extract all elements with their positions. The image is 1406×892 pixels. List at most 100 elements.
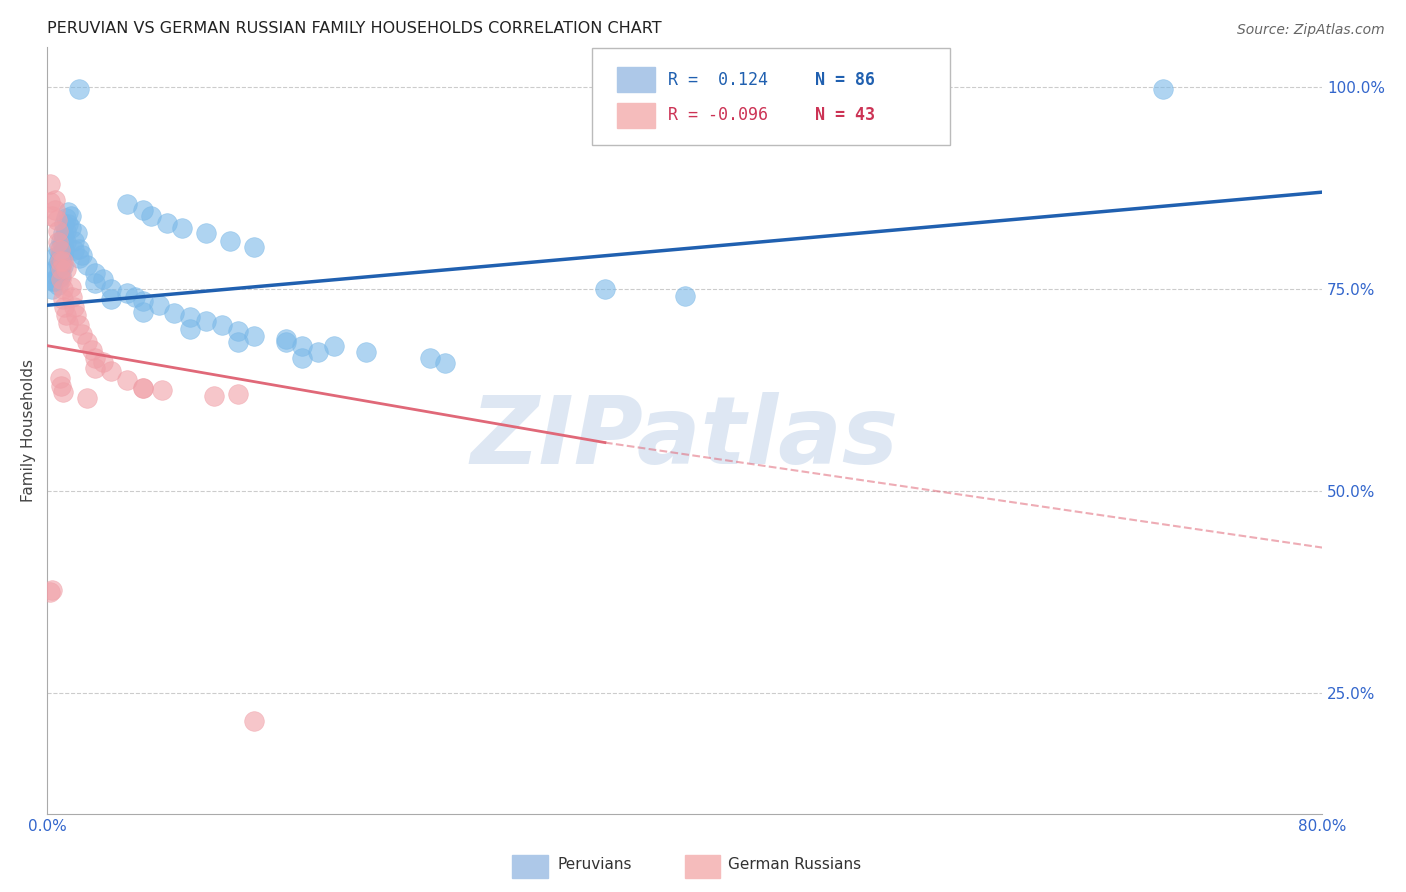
Point (63, 244, 86, 258)
Point (52, 253, 75, 268)
Point (56, 218, 79, 232)
Point (115, 197, 138, 211)
Point (39, 266, 62, 280)
Point (63, 234, 86, 248)
Point (67, 242, 90, 256)
Point (55, 211, 77, 225)
Point (52, 385, 75, 400)
Point (39, 177, 62, 191)
Point (80, 343, 103, 357)
Point (46, 256, 69, 270)
Point (67, 252, 90, 266)
FancyBboxPatch shape (617, 67, 655, 93)
Point (76, 391, 98, 405)
Point (65, 308, 87, 322)
Point (100, 364, 122, 378)
Point (91, 355, 114, 369)
Point (131, 202, 153, 217)
Point (148, 298, 170, 312)
Point (44, 202, 66, 217)
Point (226, 334, 249, 349)
Point (593, 282, 616, 296)
Point (179, 310, 201, 325)
Point (67, 81, 90, 95)
Point (179, 322, 201, 336)
Point (48, 371, 70, 385)
Point (83, 266, 105, 280)
Point (83, 361, 105, 376)
Point (1152, 81, 1174, 95)
Point (53, 218, 76, 232)
Point (59, 210, 82, 224)
Point (673, 288, 696, 302)
Point (155, 216, 177, 230)
Point (48, 260, 70, 274)
Point (67, 318, 90, 333)
Point (291, 338, 314, 352)
Point (131, 381, 153, 395)
Point (195, 226, 218, 240)
Point (41, 210, 63, 224)
Point (44, 250, 66, 264)
Text: R = -0.096: R = -0.096 (668, 106, 768, 124)
Point (243, 240, 266, 254)
Point (66, 226, 89, 240)
Point (48, 250, 70, 264)
Point (59, 221, 82, 235)
Point (53, 229, 76, 244)
Point (83, 276, 105, 290)
Text: N = 43: N = 43 (814, 106, 875, 124)
Point (172, 221, 194, 235)
Point (45, 213, 67, 227)
Point (48, 244, 70, 258)
Point (46, 268, 69, 282)
Point (434, 356, 457, 370)
Point (139, 210, 162, 224)
Point (48, 253, 70, 268)
Point (56, 205, 79, 219)
Point (48, 269, 70, 284)
Point (39, 194, 62, 209)
Point (307, 345, 329, 359)
Point (419, 351, 441, 365)
Point (55, 235, 77, 250)
Point (52, 235, 75, 250)
Point (51, 234, 73, 248)
Point (124, 290, 146, 304)
Point (52, 282, 75, 296)
Point (115, 373, 138, 387)
Point (131, 304, 153, 318)
Point (243, 329, 266, 343)
Point (41, 274, 63, 288)
Point (70, 248, 93, 262)
FancyBboxPatch shape (617, 103, 655, 128)
Point (354, 345, 377, 359)
Point (55, 261, 77, 276)
Point (91, 272, 114, 286)
Point (53, 242, 76, 256)
Point (243, 714, 266, 729)
Point (52, 247, 75, 261)
Point (46, 242, 69, 256)
Point (51, 245, 73, 260)
Point (62, 290, 84, 304)
Point (115, 286, 138, 301)
Point (52, 226, 75, 240)
Point (46, 235, 69, 250)
Point (76, 334, 98, 349)
Point (322, 338, 344, 352)
Point (226, 324, 249, 338)
Point (100, 282, 122, 296)
Point (56, 316, 79, 330)
FancyBboxPatch shape (685, 855, 720, 878)
Point (291, 351, 314, 365)
Point (211, 318, 233, 333)
Text: R =  0.124: R = 0.124 (668, 70, 768, 88)
Text: N = 86: N = 86 (814, 70, 875, 88)
Point (83, 351, 105, 365)
Text: Peruvians: Peruvians (557, 856, 631, 871)
FancyBboxPatch shape (512, 855, 548, 878)
Text: PERUVIAN VS GERMAN RUSSIAN FAMILY HOUSEHOLDS CORRELATION CHART: PERUVIAN VS GERMAN RUSSIAN FAMILY HOUSEH… (46, 21, 662, 36)
Point (51, 379, 73, 393)
Point (63, 300, 86, 314)
